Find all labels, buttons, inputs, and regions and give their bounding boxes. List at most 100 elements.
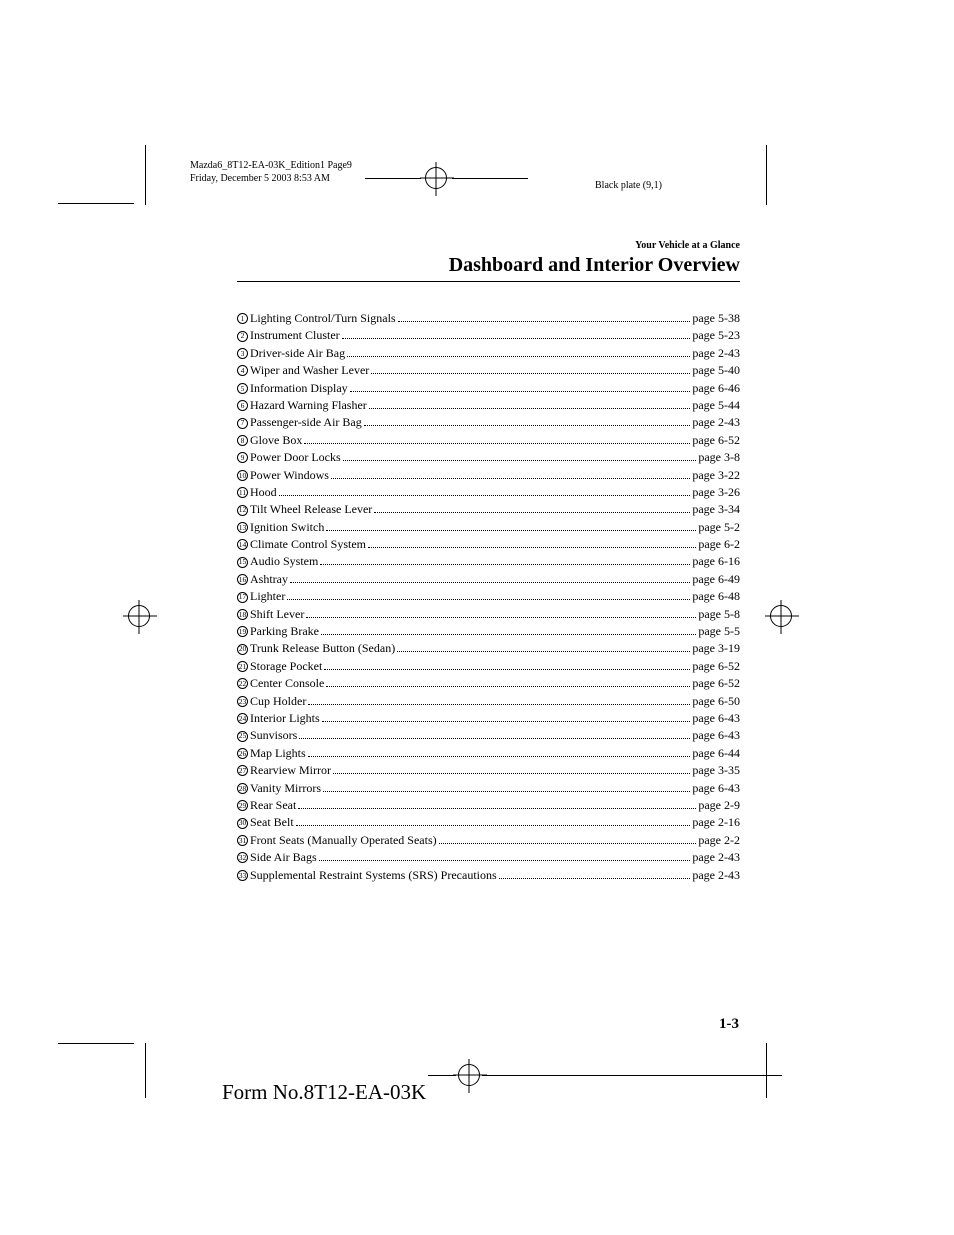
toc-row: 11Hood page 3-26 bbox=[237, 484, 740, 501]
toc-item-label: Sunvisors bbox=[250, 727, 297, 744]
toc-item-page: page 2-9 bbox=[698, 797, 740, 814]
toc-item-number: 3 bbox=[237, 348, 248, 359]
toc-item-label: Power Windows bbox=[250, 467, 329, 484]
toc-item-label: Center Console bbox=[250, 675, 324, 692]
toc-row: 2Instrument Cluster page 5-23 bbox=[237, 327, 740, 344]
toc-row: 26Map Lights page 6-44 bbox=[237, 745, 740, 762]
registration-mark-icon bbox=[128, 605, 150, 627]
toc-row: 12Tilt Wheel Release Lever page 3-34 bbox=[237, 501, 740, 518]
toc-leader-dots bbox=[374, 512, 690, 513]
toc-item-label: Tilt Wheel Release Lever bbox=[250, 501, 372, 518]
page-title: Dashboard and Interior Overview bbox=[237, 254, 740, 277]
toc-item-page: page 6-2 bbox=[698, 536, 740, 553]
toc-item-label: Parking Brake bbox=[250, 623, 319, 640]
toc-item-page: page 3-35 bbox=[692, 762, 740, 779]
toc-item-page: page 2-43 bbox=[692, 867, 740, 884]
toc-row: 13Ignition Switch page 5-2 bbox=[237, 519, 740, 536]
toc-item-page: page 2-43 bbox=[692, 345, 740, 362]
toc-leader-dots bbox=[298, 808, 696, 809]
toc-item-label: Vanity Mirrors bbox=[250, 780, 321, 797]
toc-item-label: Ignition Switch bbox=[250, 519, 324, 536]
toc-item-number: 13 bbox=[237, 522, 248, 533]
toc-row: 23Cup Holder page 6-50 bbox=[237, 693, 740, 710]
toc-row: 28Vanity Mirrors page 6-43 bbox=[237, 780, 740, 797]
print-meta-line: Friday, December 5 2003 8:53 AM bbox=[190, 173, 352, 186]
toc-item-label: Lighter bbox=[250, 588, 285, 605]
crop-mark bbox=[766, 1043, 767, 1098]
toc-leader-dots bbox=[319, 860, 691, 861]
toc-leader-dots bbox=[320, 564, 690, 565]
toc-item-number: 22 bbox=[237, 678, 248, 689]
toc-row: 25Sunvisors page 6-43 bbox=[237, 727, 740, 744]
table-of-contents: 1Lighting Control/Turn Signals page 5-38… bbox=[237, 310, 740, 884]
registration-mark-icon bbox=[458, 1064, 480, 1086]
toc-item-label: Glove Box bbox=[250, 432, 302, 449]
toc-item-page: page 5-40 bbox=[692, 362, 740, 379]
toc-leader-dots bbox=[296, 825, 691, 826]
crop-mark bbox=[58, 1043, 134, 1044]
toc-row: 7Passenger-side Air Bag page 2-43 bbox=[237, 414, 740, 431]
toc-leader-dots bbox=[350, 391, 691, 392]
toc-row: 24Interior Lights page 6-43 bbox=[237, 710, 740, 727]
registration-mark-icon bbox=[425, 167, 447, 189]
toc-leader-dots bbox=[398, 321, 691, 322]
toc-item-number: 4 bbox=[237, 365, 248, 376]
crop-mark bbox=[145, 145, 146, 205]
toc-item-number: 12 bbox=[237, 505, 248, 516]
toc-item-number: 30 bbox=[237, 818, 248, 829]
toc-item-page: page 6-16 bbox=[692, 553, 740, 570]
crop-mark bbox=[428, 1075, 456, 1076]
toc-leader-dots bbox=[331, 478, 690, 479]
toc-row: 32Side Air Bags page 2-43 bbox=[237, 849, 740, 866]
print-metadata: Mazda6_8T12-EA-03K_Edition1 Page9 Friday… bbox=[190, 160, 352, 185]
toc-item-page: page 6-52 bbox=[692, 658, 740, 675]
toc-item-label: Lighting Control/Turn Signals bbox=[250, 310, 396, 327]
toc-row: 19Parking Brake page 5-5 bbox=[237, 623, 740, 640]
toc-leader-dots bbox=[326, 686, 690, 687]
toc-item-page: page 3-19 bbox=[692, 640, 740, 657]
toc-item-label: Trunk Release Button (Sedan) bbox=[250, 640, 395, 657]
toc-item-page: page 6-44 bbox=[692, 745, 740, 762]
toc-leader-dots bbox=[308, 756, 691, 757]
toc-item-page: page 2-43 bbox=[692, 414, 740, 431]
toc-item-label: Storage Pocket bbox=[250, 658, 322, 675]
toc-item-label: Seat Belt bbox=[250, 814, 294, 831]
toc-leader-dots bbox=[369, 408, 691, 409]
toc-leader-dots bbox=[368, 547, 696, 548]
toc-leader-dots bbox=[279, 495, 691, 496]
toc-row: 10Power Windows page 3-22 bbox=[237, 467, 740, 484]
toc-leader-dots bbox=[499, 878, 691, 879]
toc-row: 15Audio System page 6-16 bbox=[237, 553, 740, 570]
toc-item-number: 28 bbox=[237, 783, 248, 794]
toc-leader-dots bbox=[299, 738, 690, 739]
toc-item-page: page 6-43 bbox=[692, 780, 740, 797]
toc-item-page: page 6-49 bbox=[692, 571, 740, 588]
toc-leader-dots bbox=[322, 721, 691, 722]
toc-item-label: Rear Seat bbox=[250, 797, 296, 814]
toc-leader-dots bbox=[324, 669, 690, 670]
toc-item-page: page 3-22 bbox=[692, 467, 740, 484]
toc-item-page: page 6-48 bbox=[692, 588, 740, 605]
toc-item-number: 6 bbox=[237, 400, 248, 411]
toc-item-page: page 6-43 bbox=[692, 710, 740, 727]
section-header: Your Vehicle at a Glance Dashboard and I… bbox=[237, 240, 740, 282]
toc-item-number: 15 bbox=[237, 557, 248, 568]
toc-leader-dots bbox=[342, 338, 691, 339]
toc-item-label: Audio System bbox=[250, 553, 318, 570]
toc-row: 5Information Display page 6-46 bbox=[237, 380, 740, 397]
toc-item-page: page 6-52 bbox=[692, 675, 740, 692]
toc-item-page: page 5-44 bbox=[692, 397, 740, 414]
toc-row: 16Ashtray page 6-49 bbox=[237, 571, 740, 588]
toc-leader-dots bbox=[333, 773, 690, 774]
toc-item-label: Supplemental Restraint Systems (SRS) Pre… bbox=[250, 867, 497, 884]
toc-row: 9Power Door Locks page 3-8 bbox=[237, 449, 740, 466]
toc-item-number: 19 bbox=[237, 626, 248, 637]
toc-item-number: 27 bbox=[237, 765, 248, 776]
toc-leader-dots bbox=[343, 460, 697, 461]
toc-item-label: Passenger-side Air Bag bbox=[250, 414, 362, 431]
toc-item-page: page 6-43 bbox=[692, 727, 740, 744]
print-meta-line: Mazda6_8T12-EA-03K_Edition1 Page9 bbox=[190, 160, 352, 173]
toc-item-number: 20 bbox=[237, 644, 248, 655]
toc-item-number: 1 bbox=[237, 313, 248, 324]
page-number: 1-3 bbox=[719, 1016, 739, 1033]
